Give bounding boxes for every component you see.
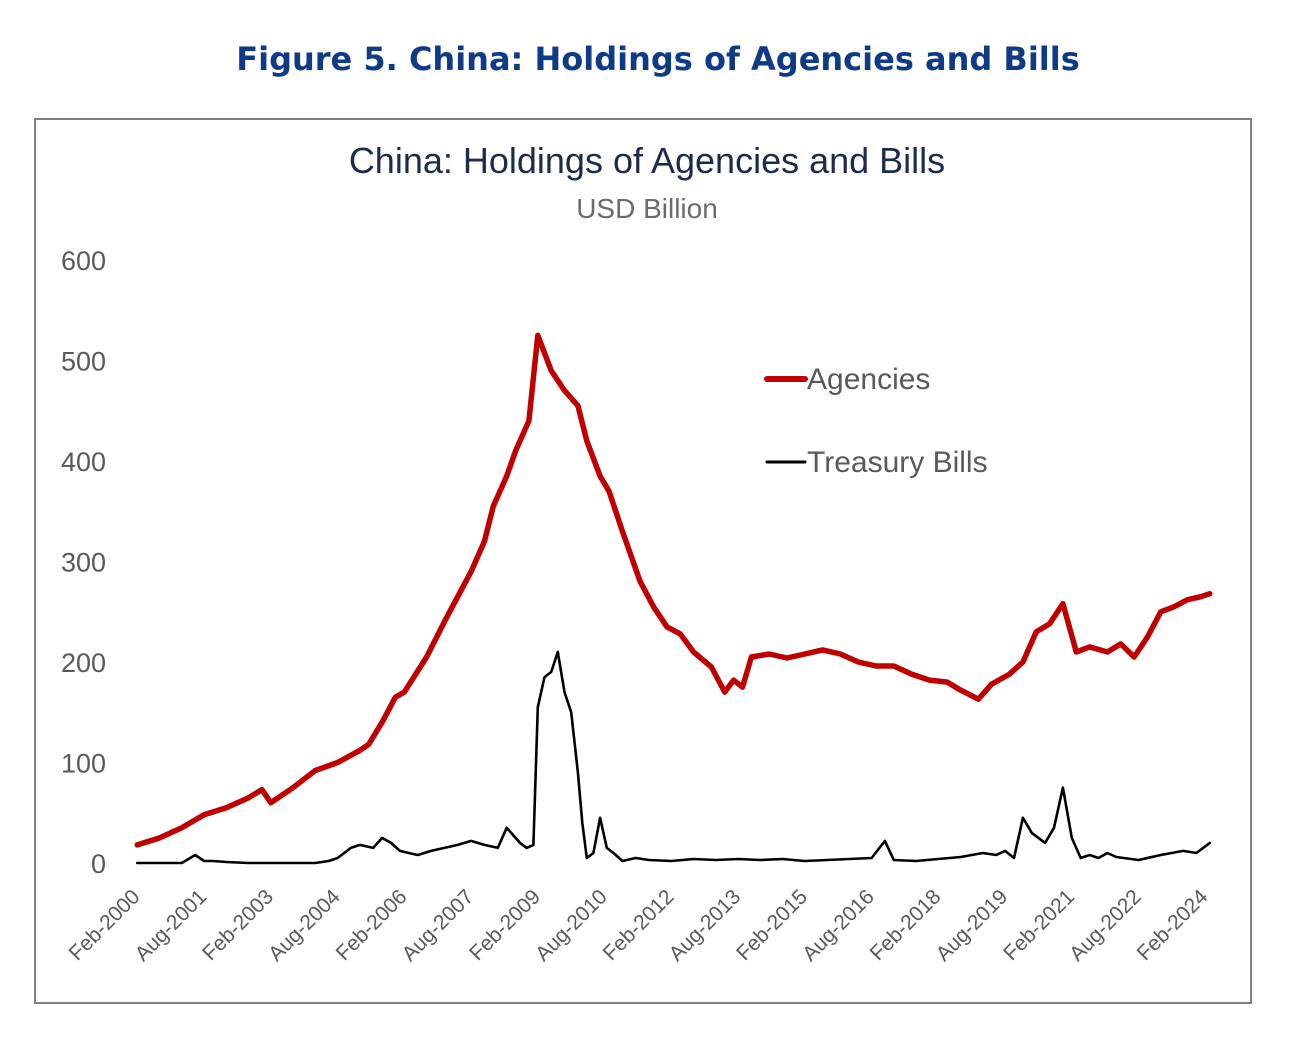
y-axis: 0 100 200 300 400 500 600 [61,246,106,879]
plot-area [134,332,1213,865]
x-tick-label: Feb-2006 [332,885,412,965]
y-tick-label: 500 [61,347,106,377]
x-tick-label: Feb-2003 [198,885,278,965]
x-tick-label: Feb-2021 [999,885,1079,965]
x-tick-label: Feb-2018 [866,885,946,965]
x-tick-label: Aug-2016 [798,885,879,966]
x-tick-label: Feb-2000 [65,885,145,965]
y-tick-label: 0 [91,849,106,879]
x-tick-label: Aug-2007 [398,885,479,966]
x-tick-label: Aug-2022 [1065,885,1146,966]
line-chart: China: Holdings of Agencies and Bills US… [61,140,1213,966]
chart-frame: China: Holdings of Agencies and Bills US… [34,118,1252,1004]
x-tick-label: Aug-2013 [665,885,746,966]
y-tick-label: 400 [61,447,106,477]
x-tick-label: Feb-2012 [599,885,679,965]
legend-label-agencies: Agencies [807,363,930,396]
x-tick-label: Feb-2015 [732,885,812,965]
chart-title: China: Holdings of Agencies and Bills [349,140,945,181]
series-line-treasury-bills [136,650,1212,865]
chart-subtitle: USD Billion [576,193,718,224]
y-tick-label: 600 [61,246,106,276]
legend: Agencies Treasury Bills [764,363,988,479]
x-tick-label: Feb-2024 [1133,885,1213,965]
y-tick-label: 200 [61,648,106,678]
x-tick-label: Aug-2001 [131,885,212,966]
x-tick-label: Aug-2010 [531,885,612,966]
y-tick-label: 100 [61,749,106,779]
x-tick-label: Aug-2004 [264,885,345,966]
x-axis: Feb-2000Aug-2001Feb-2003Aug-2004Feb-2006… [65,885,1213,966]
series-line-agencies [134,332,1213,848]
figure-title: Figure 5. China: Holdings of Agencies an… [236,40,1080,78]
legend-label-treasury-bills: Treasury Bills [807,446,988,479]
x-tick-label: Feb-2009 [465,885,545,965]
x-tick-label: Aug-2019 [932,885,1013,966]
y-tick-label: 300 [61,548,106,578]
